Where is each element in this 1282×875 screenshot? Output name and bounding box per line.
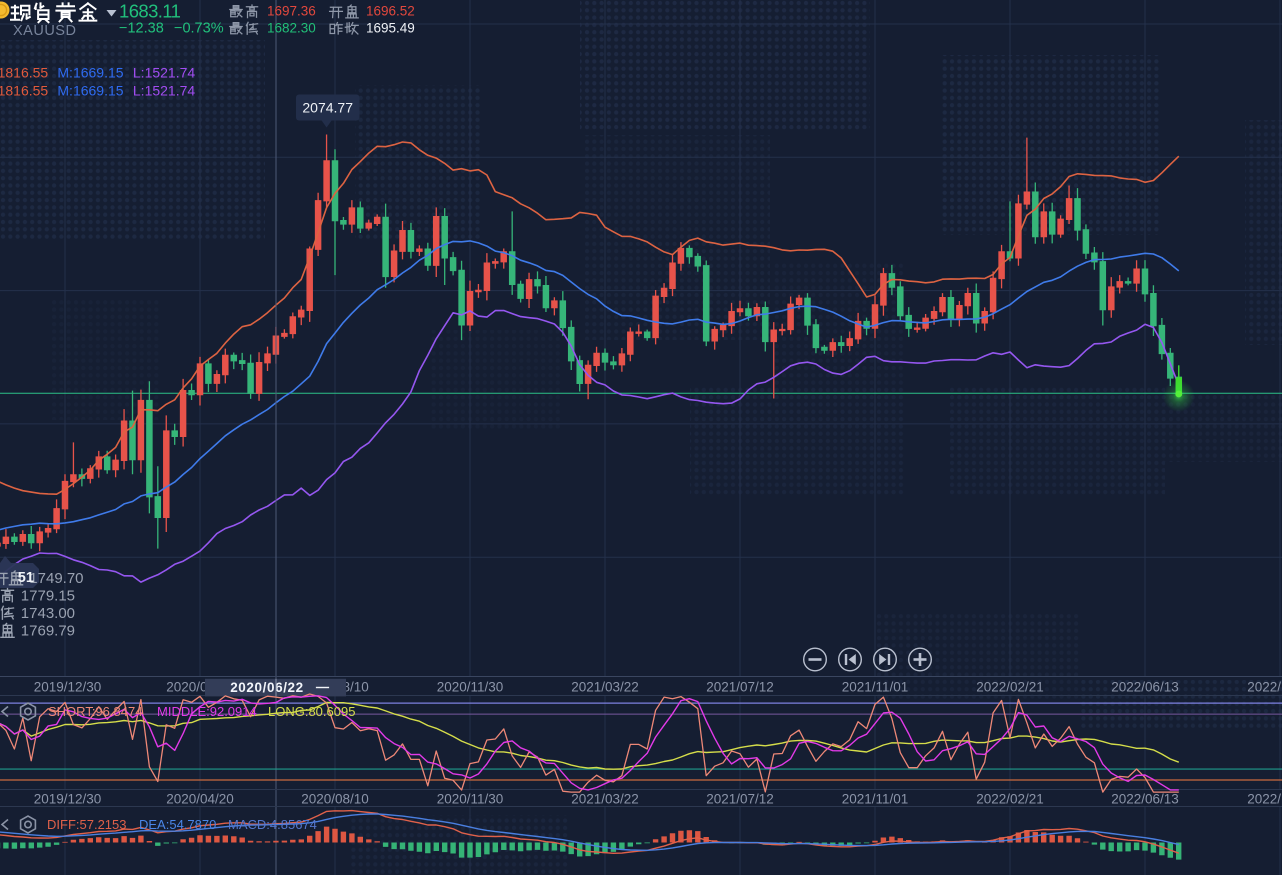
svg-text:2019/12/30: 2019/12/30 (34, 792, 102, 807)
svg-text:2022/02/21: 2022/02/21 (976, 680, 1044, 695)
svg-text:1769.79: 1769.79 (21, 623, 75, 640)
svg-text:1749.70: 1749.70 (29, 570, 83, 587)
svg-text:2022/10/03: 2022/10/03 (1247, 792, 1282, 807)
svg-text:MIDDLE:92.0914: MIDDLE:92.0914 (157, 704, 257, 719)
svg-text:1743.00: 1743.00 (21, 605, 75, 622)
svg-text:2021/03/22: 2021/03/22 (571, 680, 639, 695)
svg-text:1695.49: 1695.49 (366, 21, 415, 36)
svg-text:2074.77: 2074.77 (302, 100, 353, 116)
svg-text:2021/11/01: 2021/11/01 (842, 680, 909, 695)
svg-text:2019/12/30: 2019/12/30 (34, 680, 102, 695)
svg-text:2020/08/10: 2020/08/10 (301, 792, 369, 807)
svg-text:1779.15: 1779.15 (21, 588, 75, 605)
svg-text:2022/06/13: 2022/06/13 (1111, 680, 1179, 695)
svg-text:2020/11/30: 2020/11/30 (437, 792, 504, 807)
svg-text:M:1669.15: M:1669.15 (57, 83, 123, 99)
svg-text:2020/11/30: 2020/11/30 (437, 680, 504, 695)
svg-text:2020/06/22: 2020/06/22 (230, 680, 304, 695)
svg-text:XAUUSD: XAUUSD (13, 23, 76, 39)
svg-text:−0.73%: −0.73% (174, 21, 224, 37)
svg-text:U:1816.55: U:1816.55 (0, 83, 48, 99)
svg-text:2021/07/12: 2021/07/12 (706, 680, 774, 695)
svg-text:U:1816.55: U:1816.55 (0, 65, 48, 81)
svg-text:1683.11: 1683.11 (119, 1, 181, 22)
svg-text:2022/10/03: 2022/10/03 (1247, 680, 1282, 695)
svg-text:SHORT:96.8474: SHORT:96.8474 (48, 704, 142, 719)
svg-text:DIFF:57.2153: DIFF:57.2153 (47, 817, 127, 832)
svg-text:2021/11/01: 2021/11/01 (842, 792, 909, 807)
svg-text:L:1521.74: L:1521.74 (133, 83, 195, 99)
svg-text:−12.38: −12.38 (119, 21, 164, 37)
svg-text:1697.36: 1697.36 (267, 4, 316, 19)
svg-text:51: 51 (18, 570, 34, 586)
svg-text:MACD:4.85674: MACD:4.85674 (228, 817, 317, 832)
svg-text:2020/04/20: 2020/04/20 (166, 792, 234, 807)
svg-text:L:1521.74: L:1521.74 (133, 65, 195, 81)
svg-text:2021/07/12: 2021/07/12 (706, 792, 774, 807)
svg-text:LONG:80.6095: LONG:80.6095 (268, 704, 355, 719)
svg-text:M:1669.15: M:1669.15 (57, 65, 123, 81)
svg-text:1696.52: 1696.52 (366, 4, 415, 19)
svg-text:DEA:54.7870: DEA:54.7870 (139, 817, 216, 832)
svg-text:2021/03/22: 2021/03/22 (571, 792, 639, 807)
svg-text:2022/02/21: 2022/02/21 (976, 792, 1044, 807)
svg-text:2022/06/13: 2022/06/13 (1111, 792, 1179, 807)
svg-text:1682.30: 1682.30 (267, 21, 316, 36)
